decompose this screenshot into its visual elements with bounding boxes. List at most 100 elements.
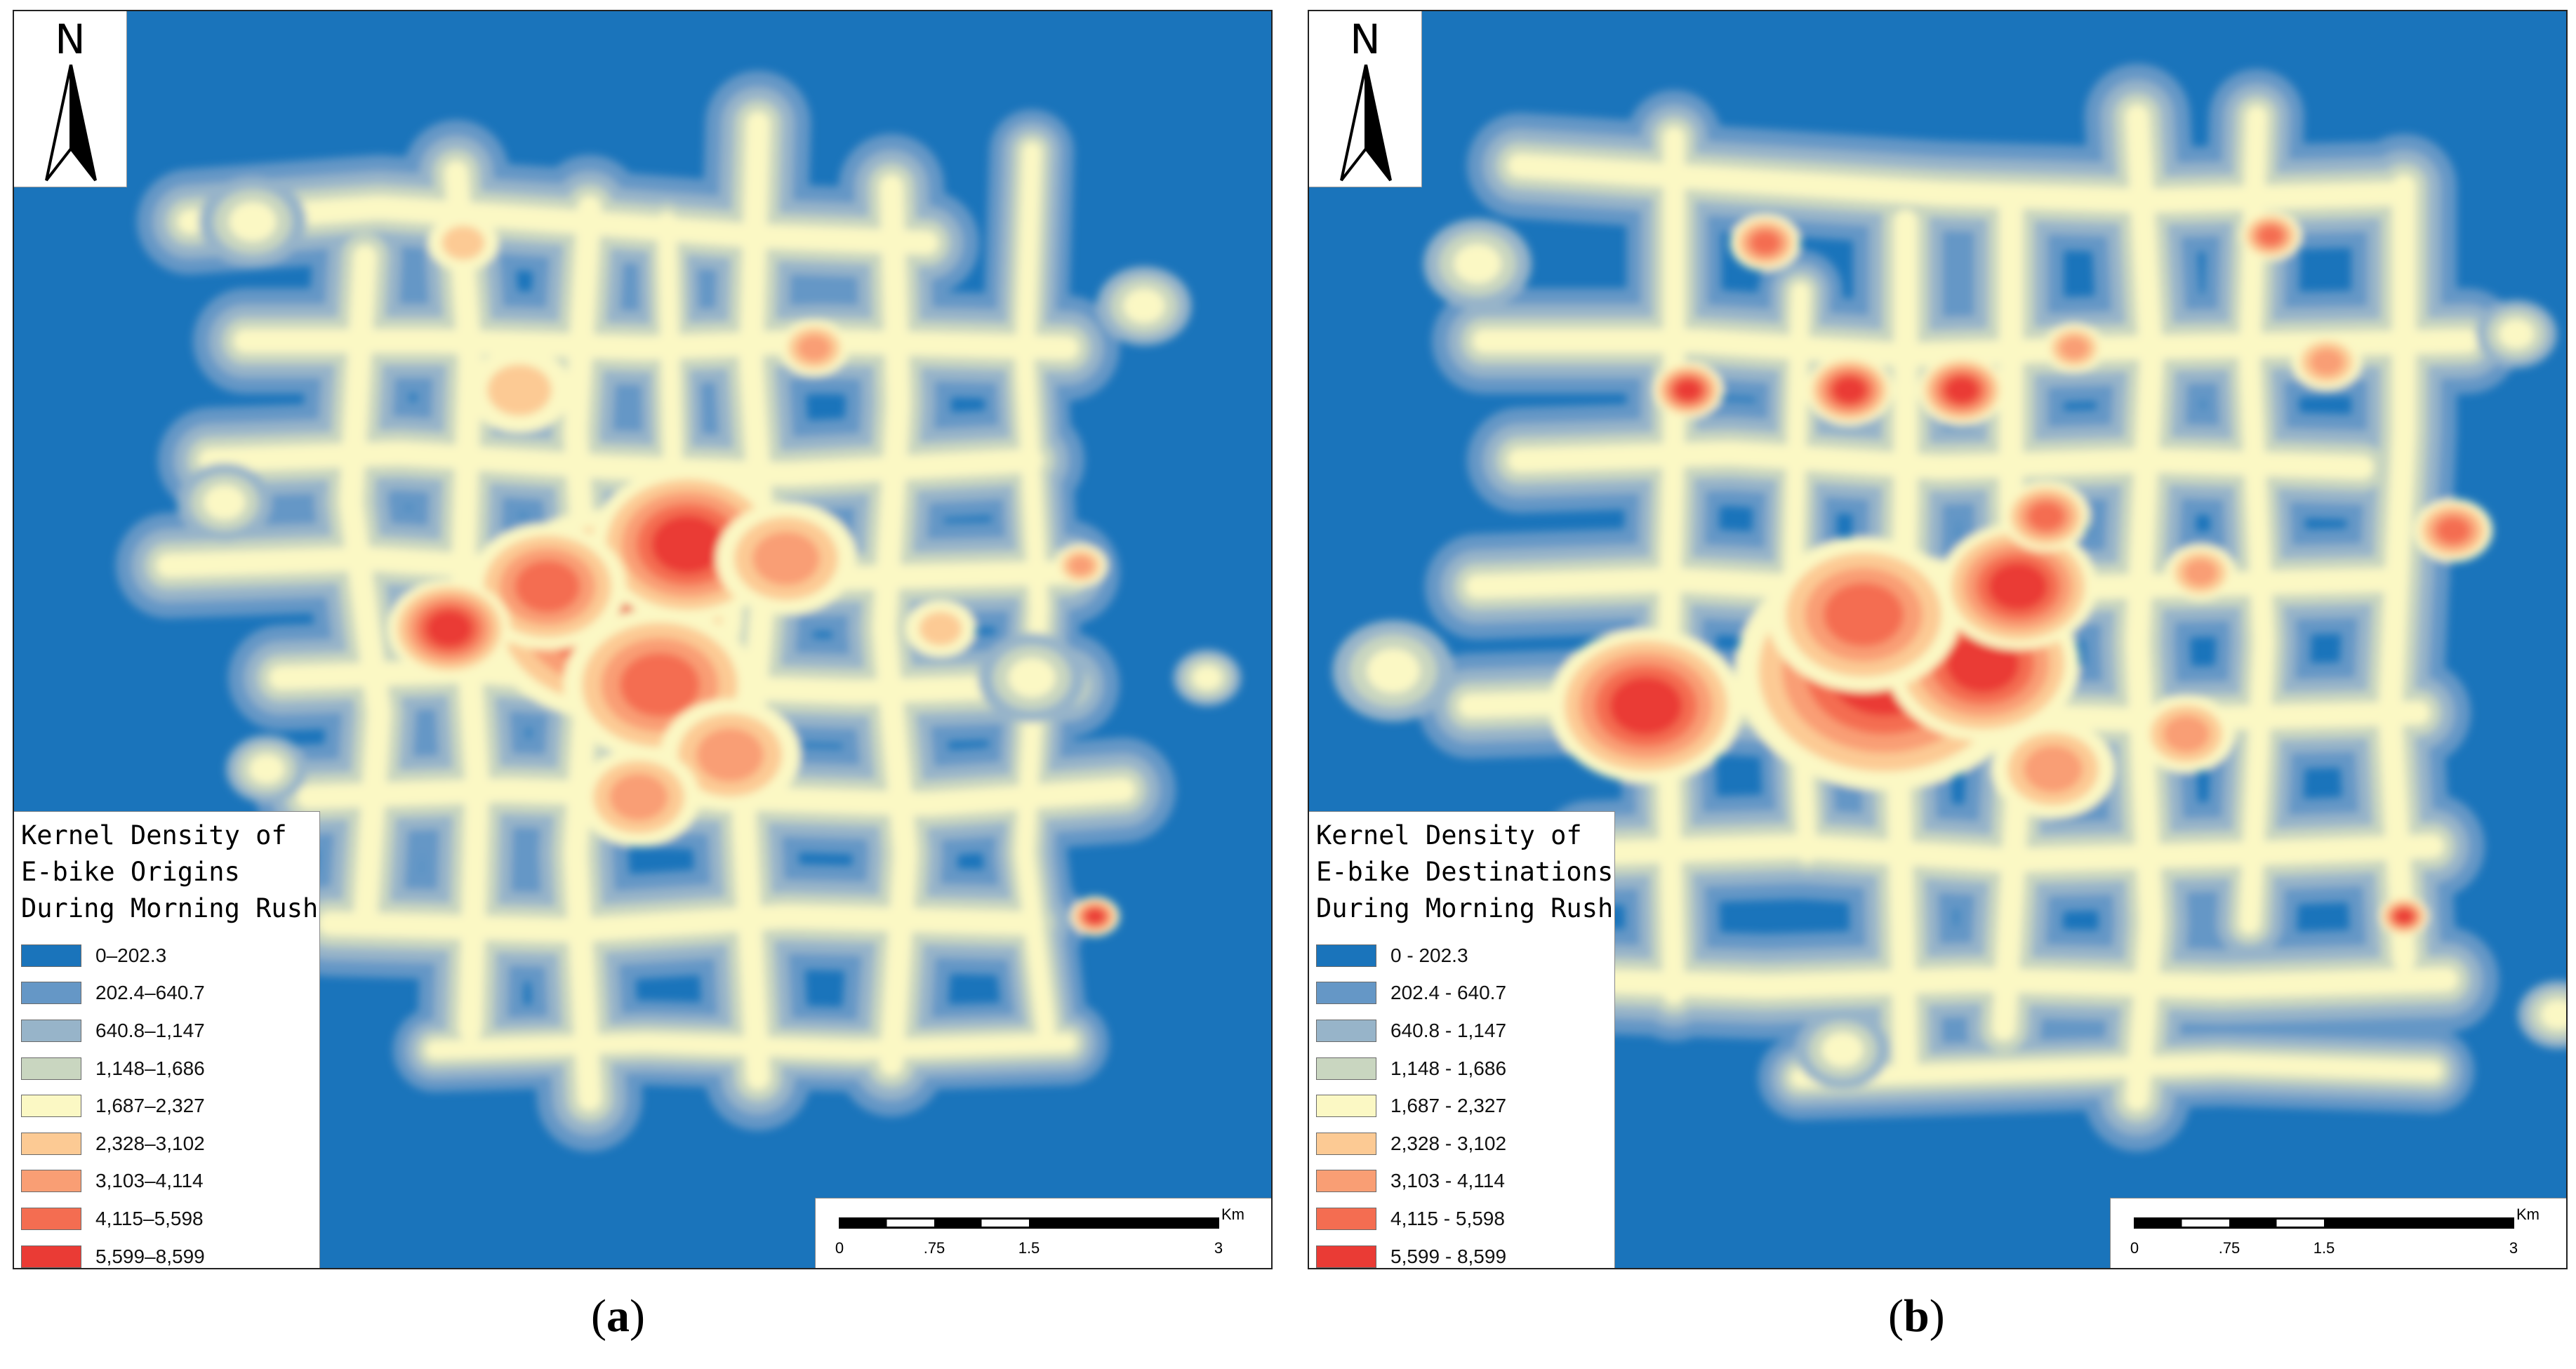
legend-swatch (21, 1170, 81, 1193)
legend-swatch (21, 1095, 81, 1118)
legend-entry: 0–202.3 (21, 937, 205, 975)
scale-unit: Km (2516, 1206, 2540, 1223)
legend: Kernel Density of E-bike Destinations Du… (1309, 811, 1615, 1268)
legend-entry: 1,687 - 2,327 (1316, 1087, 1506, 1125)
legend-entry: 5,599 - 8,599 (1316, 1238, 1507, 1268)
legend-label: 5,599 - 8,599 (1390, 1245, 1507, 1267)
density-contour (199, 441, 1044, 486)
scale-tick: .75 (2219, 1239, 2240, 1257)
legend-title: Kernel Density of E-bike Destinations Du… (1316, 820, 1614, 923)
density-contour (2498, 319, 2535, 349)
legend-entry: 3,103 - 4,114 (1316, 1163, 1506, 1201)
scale-tick: 0 (835, 1239, 844, 1257)
density-contour (2184, 559, 2217, 587)
legend-entries: 0–202.3 202.4–640.7 640.8–1,147 1,148–1,… (21, 937, 205, 1268)
density-contour (1508, 441, 2374, 479)
density-contour (1085, 909, 1105, 924)
legend-swatch (21, 1132, 81, 1155)
legend-label: 3,103–4,114 (95, 1170, 204, 1192)
density-contour (797, 334, 831, 362)
legend-label: 4,115–5,598 (95, 1207, 204, 1229)
scale-tick: .75 (924, 1239, 945, 1257)
density-contour (1123, 288, 1165, 323)
scale-tick: 3 (1214, 1239, 1223, 1257)
density-contour (1193, 665, 1222, 690)
density-contour (2436, 517, 2470, 544)
density-contour (441, 225, 485, 260)
density-contour (2125, 105, 2163, 1111)
density-contour (514, 560, 580, 613)
legend-entry: 3,103–4,114 (21, 1163, 205, 1201)
density-contour (2378, 175, 2416, 970)
caption-a: (a) (591, 1290, 645, 1342)
density-contour (1751, 231, 1780, 255)
density-contour (1508, 154, 2409, 213)
density-contour (696, 728, 764, 782)
legend-swatch (1316, 1245, 1376, 1268)
density-contour (204, 485, 246, 520)
legend-entry: 202.4–640.7 (21, 975, 205, 1013)
legend-swatch (21, 1207, 81, 1230)
legend-swatch (1316, 1207, 1376, 1230)
density-contour (619, 653, 701, 717)
legend-entry: 1,687–2,327 (21, 1087, 205, 1125)
density-contour (1821, 1032, 1864, 1067)
legend-label: 640.8–1,147 (95, 1019, 205, 1041)
north-label: N (55, 15, 86, 63)
density-contour (752, 531, 820, 586)
legend: Kernel Density of E-bike Origins During … (14, 811, 320, 1268)
legend-swatch (1316, 944, 1376, 967)
legend-label: 0 - 202.3 (1390, 944, 1468, 966)
legend-entry: 4,115 - 5,598 (1316, 1200, 1506, 1238)
scale-tick: 1.5 (1018, 1239, 1040, 1257)
density-contour (1656, 126, 1685, 1005)
legend-label: 1,687 - 2,327 (1390, 1095, 1507, 1117)
north-arrow: N (14, 11, 127, 187)
density-map[interactable] (1309, 11, 2568, 1269)
legend-label: 202.4 - 640.7 (1390, 982, 1507, 1004)
north-arrow-icon (1340, 65, 1392, 182)
legend-entry: 0 - 202.3 (1316, 937, 1506, 975)
density-contour (444, 161, 489, 1041)
north-arrow: N (1309, 11, 1422, 187)
scale-tick: 3 (2509, 1239, 2518, 1257)
density-contour (2310, 348, 2344, 376)
legend-entry: 5,599–8,599 (21, 1238, 205, 1268)
density-contour (919, 611, 962, 646)
density-contour (178, 196, 938, 255)
legend-label: 3,103 - 4,114 (1390, 1170, 1505, 1192)
map-panel-destinations[interactable]: N Kernel Density of E-bike Destinations … (1308, 10, 2568, 1269)
density-contour (1833, 377, 1866, 403)
north-arrow-icon (45, 65, 97, 182)
legend-label: 640.8 - 1,147 (1390, 1019, 1507, 1041)
density-contour (426, 610, 472, 648)
legend-label: 0–202.3 (95, 944, 167, 966)
legend-label: 1,148–1,686 (95, 1057, 205, 1079)
density-contour (1945, 377, 1979, 403)
density-contour (2394, 909, 2414, 924)
density-contour (229, 202, 277, 241)
density-contour (1015, 142, 1056, 1039)
legend-label: 2,328–3,102 (95, 1132, 205, 1154)
legend-swatch (1316, 1019, 1376, 1042)
legend-entries: 0 - 202.3 202.4 - 640.7 640.8 - 1,147 1,… (1316, 937, 1507, 1268)
density-contour (2028, 502, 2064, 531)
legend-entry: 1,148–1,686 (21, 1050, 205, 1088)
density-map[interactable] (14, 11, 1273, 1269)
scale-bar: Km 0 .75 1.5 3 (2110, 1198, 2566, 1268)
density-contour (1823, 582, 1904, 647)
legend-swatch (1316, 982, 1376, 1005)
density-contour (1068, 555, 1094, 576)
legend-swatch (21, 1245, 81, 1268)
legend-swatch (1316, 1132, 1376, 1155)
density-contour (2024, 745, 2083, 793)
density-contour (1543, 968, 2458, 999)
legend-title: Kernel Density of E-bike Origins During … (21, 820, 319, 923)
density-contour (651, 515, 724, 574)
legend-label: 202.4–640.7 (95, 982, 205, 1004)
legend-entry: 2,328 - 3,102 (1316, 1125, 1506, 1163)
density-contour (609, 773, 668, 821)
map-panel-origins[interactable]: N Kernel Density of E-bike Origins Durin… (13, 10, 1273, 1269)
legend-entry: 640.8–1,147 (21, 1012, 205, 1050)
density-contour (1946, 634, 2019, 693)
